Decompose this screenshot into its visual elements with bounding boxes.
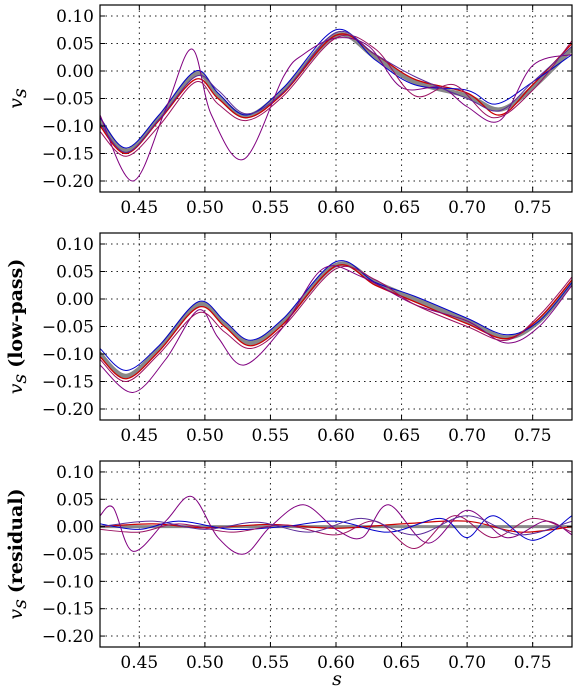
y-label-suffix: (residual)	[5, 488, 27, 593]
y-label-suffix: (low-pass)	[5, 259, 27, 368]
series-line-0	[100, 32, 572, 153]
y-label-var: v	[5, 383, 27, 394]
series-line-4	[100, 265, 572, 383]
y-tick-label: −0.15	[42, 373, 94, 393]
x-tick-label: 0.60	[317, 198, 355, 218]
y-label-var: v	[5, 98, 27, 109]
x-tick-label: 0.50	[186, 426, 224, 446]
x-tick-label: 0.50	[186, 198, 224, 218]
gridlines	[100, 461, 572, 647]
y-tick-label: 0.05	[56, 263, 94, 283]
y-tick-label: −0.20	[42, 172, 94, 192]
x-tick-label: 0.45	[120, 653, 158, 673]
x-tick-label: 0.75	[514, 198, 552, 218]
y-tick-label: 0.00	[56, 62, 94, 82]
panels: 0.45 0.50 0.55 0.60 0.65 0.70 0.75 −0.20 −0.15 −0…	[5, 4, 573, 690]
series-group	[100, 495, 572, 555]
series-line-3	[100, 37, 572, 182]
y-tick-label: 0.10	[56, 7, 94, 27]
y-tick-label: 0.00	[56, 290, 94, 310]
panel-top: 0.45 0.50 0.55 0.60 0.65 0.70 0.75 −0.20 −0.15 −0…	[5, 4, 573, 218]
x-tick-label: 0.70	[448, 653, 486, 673]
y-tick-label: −0.05	[42, 90, 94, 110]
series-line-3	[100, 265, 572, 394]
x-tick-label: 0.70	[448, 426, 486, 446]
x-tick-label: 0.65	[383, 426, 421, 446]
x-tick-label: 0.65	[383, 198, 421, 218]
x-axis-label: s	[332, 668, 342, 690]
y-tick-label: −0.10	[42, 117, 94, 137]
series-line-2	[100, 260, 572, 372]
y-tick-label: 0.05	[56, 490, 94, 510]
y-tick-label: −0.10	[42, 345, 94, 365]
x-tick-label: 0.75	[514, 653, 552, 673]
y-label-subscript: s	[9, 88, 31, 98]
series-line-5	[100, 515, 572, 536]
y-label-subscript: s	[9, 374, 31, 384]
panel-middle: 0.45 0.50 0.55 0.60 0.65 0.70 0.75 −0.20 −0.15 −0…	[5, 232, 573, 446]
y-tick-label: 0.00	[56, 518, 94, 538]
y-tick-label: 0.05	[56, 35, 94, 55]
x-tick-label: 0.55	[252, 653, 290, 673]
series-line-1	[100, 264, 572, 380]
y-axis-label: vs (residual)	[5, 488, 31, 619]
y-axis-label: vs (low-pass)	[5, 259, 31, 395]
y-axis-label: vs	[5, 88, 31, 109]
y-tick-label: −0.20	[42, 400, 94, 420]
series-group	[100, 28, 572, 182]
x-tick-label: 0.50	[186, 653, 224, 673]
series-line-5	[100, 30, 572, 153]
y-tick-label: 0.10	[56, 235, 94, 255]
series-group	[100, 260, 572, 394]
y-tick-label: −0.15	[42, 145, 94, 165]
series-line-0	[100, 261, 572, 379]
y-tick-label: −0.05	[42, 318, 94, 338]
series-line-2	[100, 515, 572, 541]
panel-bottom: 0.45 0.50 0.55 0.60 0.65 0.70 0.75 −0.20 −0.15 −0…	[5, 460, 573, 690]
gridlines	[100, 233, 572, 420]
series-line-3	[100, 495, 572, 555]
y-label-subscript: s	[9, 599, 31, 609]
series-line-4	[100, 34, 572, 157]
x-tick-label: 0.45	[120, 198, 158, 218]
y-tick-label: 0.10	[56, 463, 94, 483]
x-tick-label: 0.55	[252, 426, 290, 446]
x-tick-label: 0.60	[317, 426, 355, 446]
x-tick-label: 0.75	[514, 426, 552, 446]
x-tick-label: 0.45	[120, 426, 158, 446]
x-tick-label: 0.60	[317, 653, 355, 673]
x-tick-label: 0.70	[448, 198, 486, 218]
y-tick-label: −0.15	[42, 600, 94, 620]
x-tick-label: 0.65	[383, 653, 421, 673]
y-tick-label: −0.20	[42, 627, 94, 647]
y-tick-label: −0.10	[42, 572, 94, 592]
series-line-2	[100, 28, 572, 149]
x-tick-label: 0.55	[252, 198, 290, 218]
y-label-var: v	[5, 609, 27, 620]
y-tick-label: −0.05	[42, 545, 94, 565]
